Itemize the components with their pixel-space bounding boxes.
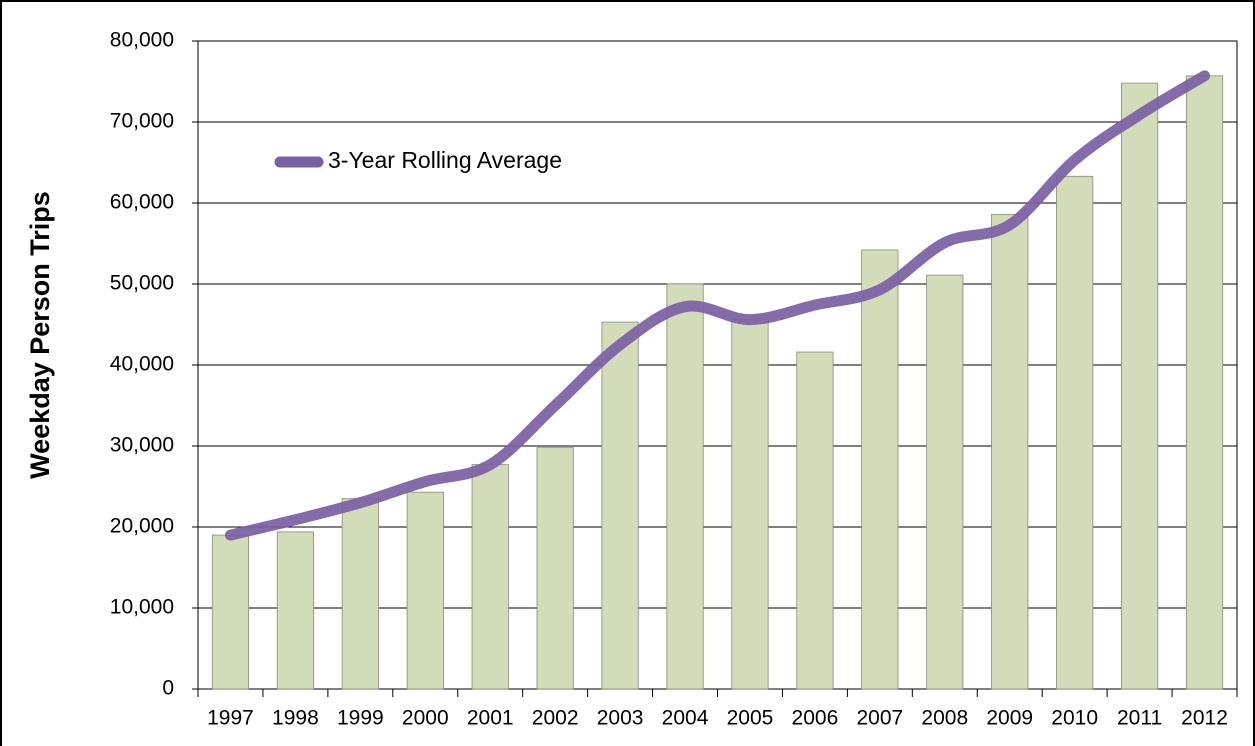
x-tick-label: 2005 — [727, 707, 774, 730]
bar — [926, 274, 964, 690]
bar — [731, 319, 769, 690]
bar — [796, 351, 834, 690]
bar — [276, 531, 314, 690]
bar — [406, 491, 444, 690]
bar — [471, 464, 509, 690]
bar — [341, 498, 379, 690]
y-tick-label: 40,000 — [110, 353, 174, 376]
y-tick-label: 30,000 — [110, 434, 174, 457]
x-tick-label: 2012 — [1181, 707, 1228, 730]
y-axis-title: Weekday Person Trips — [25, 191, 55, 479]
bar — [861, 249, 899, 690]
x-tick-label: 2000 — [402, 707, 449, 730]
x-tick-label: 2008 — [921, 707, 968, 730]
bar — [536, 447, 574, 690]
y-tick-label: 70,000 — [110, 110, 174, 133]
x-tick-label: 2011 — [1117, 707, 1162, 730]
legend-label: 3-Year Rolling Average — [328, 147, 562, 173]
y-tick-label: 60,000 — [110, 191, 174, 214]
y-tick-label: 0 — [162, 677, 174, 700]
bar — [1185, 75, 1224, 690]
line — [224, 70, 1211, 541]
y-tick-label: 10,000 — [110, 596, 174, 619]
x-tick-label: 1999 — [337, 707, 384, 730]
x-tick-label: 2007 — [856, 707, 903, 730]
x-tick-label: 2001 — [467, 707, 514, 730]
y-tick-label: 20,000 — [110, 515, 174, 538]
bar — [1056, 175, 1094, 690]
x-tick-label: 2002 — [532, 707, 579, 730]
bar — [211, 534, 250, 690]
bar — [666, 283, 704, 690]
bar — [1121, 82, 1159, 690]
bar — [601, 321, 639, 690]
x-tick-label: 2009 — [986, 707, 1033, 730]
y-tick-label: 80,000 — [110, 29, 174, 52]
x-tick-label: 2004 — [662, 707, 709, 730]
x-tick-label: 1998 — [272, 707, 319, 730]
x-tick-label: 2006 — [792, 707, 839, 730]
x-tick-label: 2003 — [597, 707, 644, 730]
bar — [991, 213, 1029, 690]
y-tick-label: 50,000 — [110, 272, 174, 295]
x-tick-label: 1997 — [207, 707, 254, 730]
x-tick-label: 2010 — [1051, 707, 1098, 730]
